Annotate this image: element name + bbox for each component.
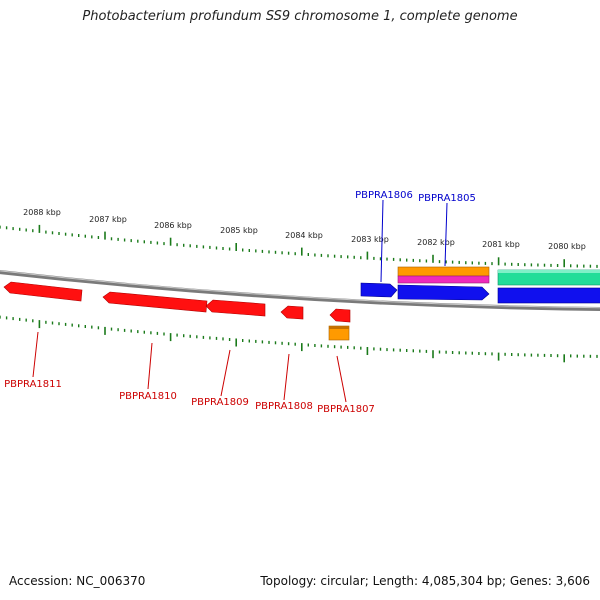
gene-arrow-PBPRA1805[interactable] — [397, 284, 490, 301]
scale-ticks-reverse — [0, 315, 598, 363]
gene-block-magenta-forward[interactable] — [397, 275, 490, 284]
gene-label-PBPRA1807[interactable]: PBPRA1807 — [317, 404, 375, 415]
gene-label-PBPRA1811[interactable]: PBPRA1811 — [4, 379, 62, 390]
scale-label: 2081 kbp — [482, 240, 520, 249]
scale-label: 2088 kbp — [23, 208, 61, 217]
gene-label-PBPRA1805[interactable]: PBPRA1805 — [418, 193, 476, 204]
scale-label: 2087 kbp — [89, 215, 127, 224]
reverse-strand-genes — [3, 281, 351, 341]
chromosome-backbone-highlight — [0, 270, 600, 309]
gene-block-orange-forward[interactable] — [397, 266, 490, 277]
leader-PBPRA1809 — [220, 349, 231, 397]
gene-label-PBPRA1809[interactable]: PBPRA1809 — [191, 397, 249, 408]
gene-arrow-PBPRA1808[interactable] — [280, 305, 304, 320]
gene-labels: PBPRA1806 PBPRA1805 PBPRA1811 PBPRA1810 … — [4, 190, 476, 415]
accession-label: Accession: NC_006370 — [9, 574, 146, 588]
gene-label-PBPRA1808[interactable]: PBPRA1808 — [255, 401, 313, 412]
label-leaders — [32, 199, 448, 403]
gene-arrow-PBPRA1811[interactable] — [3, 281, 83, 302]
gene-arrow-PBPRA1810[interactable] — [102, 291, 208, 313]
scale-ticks-forward — [0, 224, 598, 268]
gene-label-PBPRA1806[interactable]: PBPRA1806 — [355, 190, 413, 201]
map-title: Photobacterium profundum SS9 chromosome … — [82, 9, 518, 24]
gene-arrow-PBPRA1807[interactable] — [329, 308, 351, 323]
gene-label-PBPRA1810[interactable]: PBPRA1810 — [119, 391, 177, 402]
scale-label: 2085 kbp — [220, 226, 258, 235]
scale-label: 2084 kbp — [285, 231, 323, 240]
gene-block-blue-forward[interactable] — [497, 287, 600, 304]
scale-label: 2083 kbp — [351, 235, 389, 244]
leader-PBPRA1807 — [336, 355, 347, 403]
gene-arrow-PBPRA1806[interactable] — [360, 282, 398, 298]
gene-block-orange-reverse-top — [329, 326, 349, 329]
leader-PBPRA1811 — [32, 331, 39, 378]
scale-labels: 2088 kbp 2087 kbp 2086 kbp 2085 kbp 2084… — [23, 208, 586, 251]
scale-label: 2082 kbp — [417, 238, 455, 247]
leader-PBPRA1806 — [380, 199, 384, 283]
gene-arrow-PBPRA1809[interactable] — [205, 299, 266, 317]
forward-strand-genes — [360, 266, 600, 304]
genome-summary: Topology: circular; Length: 4,085,304 bp… — [260, 574, 590, 588]
leader-PBPRA1808 — [283, 353, 290, 401]
chromosome-backbone — [0, 270, 600, 311]
scale-label: 2086 kbp — [154, 221, 192, 230]
scale-label: 2080 kbp — [548, 242, 586, 251]
gene-block-green-forward-top — [498, 270, 600, 273]
leader-PBPRA1805 — [444, 202, 448, 267]
leader-PBPRA1810 — [147, 342, 153, 390]
